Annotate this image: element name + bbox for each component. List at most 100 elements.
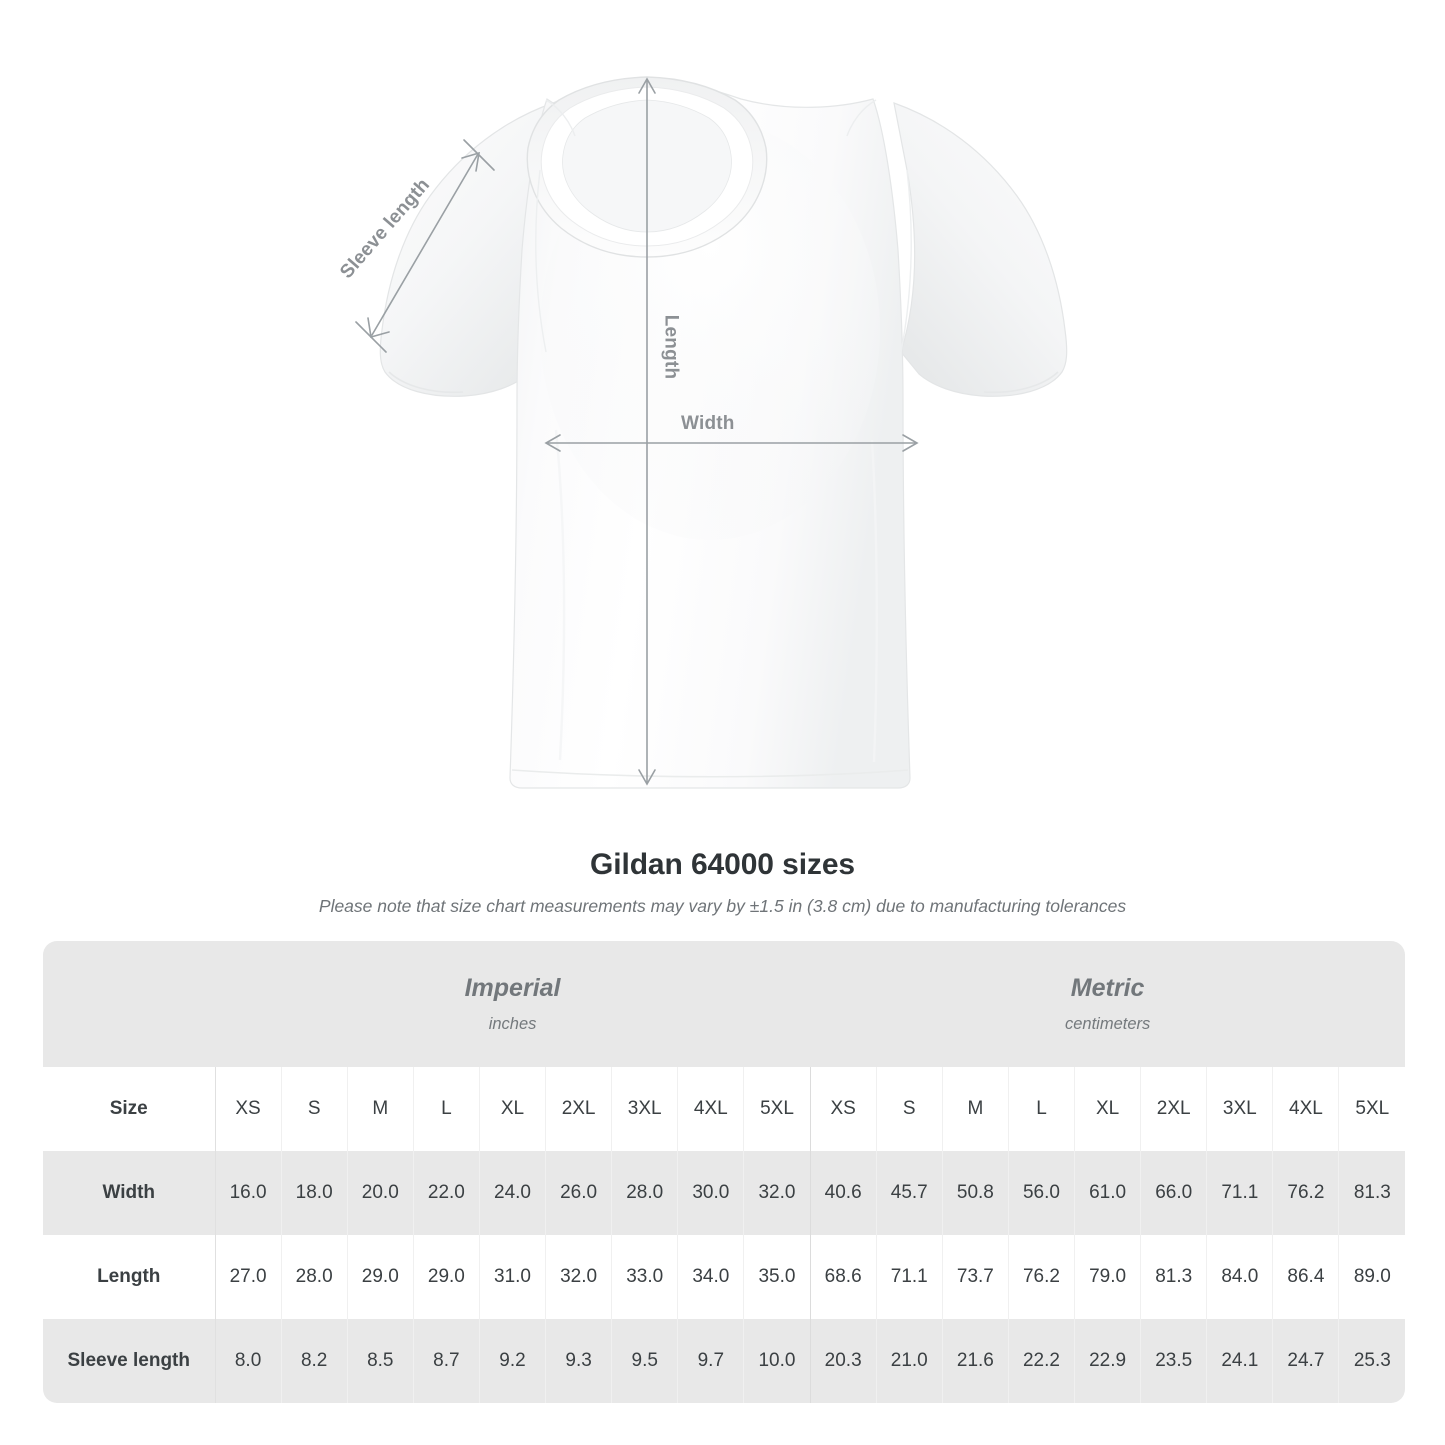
right-sleeve-hem: [983, 371, 1059, 394]
sleeve-length-metric-s: 21.0: [875, 1319, 943, 1403]
sleeve-length-metric-5xl: 25.3: [1338, 1319, 1406, 1403]
width-imperial-l: 22.0: [412, 1151, 480, 1235]
unit-system-header-metric: Metric centimeters: [810, 941, 1406, 1067]
chart-heading: Gildan 64000 sizes Please note that size…: [0, 848, 1445, 917]
sleeve-length-metric-4xl: 24.7: [1272, 1319, 1339, 1403]
size-cell-imperial-s: S: [280, 1067, 348, 1151]
size-cell-imperial-5xl: 5XL: [743, 1067, 811, 1151]
fabric-fold: [870, 439, 878, 763]
length-imperial-2xl: 32.0: [545, 1235, 612, 1319]
length-metric-m: 73.7: [941, 1235, 1009, 1319]
length-metric-xl: 79.0: [1074, 1235, 1141, 1319]
size-cell-metric-3xl: 3XL: [1206, 1067, 1273, 1151]
length-imperial-xs: 27.0: [214, 1235, 282, 1319]
left-sleeve-hem: [388, 371, 464, 394]
width-imperial-3xl: 28.0: [611, 1151, 678, 1235]
right-shoulder-seam: [846, 99, 877, 137]
row-header-sleeve-length: Sleeve length: [43, 1319, 215, 1403]
length-metric-4xl: 86.4: [1272, 1235, 1339, 1319]
unit-system-name: Imperial: [464, 974, 561, 1003]
width-metric-2xl: 66.0: [1140, 1151, 1207, 1235]
sleeve-length-metric-m: 21.6: [941, 1319, 1009, 1403]
sleeve-length-imperial-xl: 9.2: [478, 1319, 546, 1403]
size-cell-metric-m: M: [941, 1067, 1009, 1151]
sleeve-length-metric-3xl: 24.1: [1206, 1319, 1273, 1403]
tolerance-note: Please note that size chart measurements…: [318, 896, 1127, 916]
length-imperial-s: 28.0: [280, 1235, 348, 1319]
row-header-size: Size: [43, 1067, 215, 1151]
unit-header-spacer: [43, 941, 215, 1067]
size-cell-metric-4xl: 4XL: [1272, 1067, 1339, 1151]
width-metric-l: 56.0: [1007, 1151, 1075, 1235]
sleeve-length-metric-l: 22.2: [1007, 1319, 1075, 1403]
width-metric-s: 45.7: [875, 1151, 943, 1235]
sleeve-endcap-bottom: [355, 321, 387, 353]
row-header-width: Width: [43, 1151, 215, 1235]
width-metric-3xl: 71.1: [1206, 1151, 1273, 1235]
width-imperial-5xl: 32.0: [743, 1151, 811, 1235]
sleeve-length-imperial-3xl: 9.5: [611, 1319, 678, 1403]
size-cell-imperial-l: L: [412, 1067, 480, 1151]
length-imperial-l: 29.0: [412, 1235, 480, 1319]
width-metric-xs: 40.6: [809, 1151, 877, 1235]
sleeve-length-imperial-xs: 8.0: [214, 1319, 282, 1403]
size-cell-metric-2xl: 2XL: [1140, 1067, 1207, 1151]
length-imperial-3xl: 33.0: [611, 1235, 678, 1319]
width-metric-m: 50.8: [941, 1151, 1009, 1235]
length-arrow-head-bottom: [638, 769, 656, 786]
size-cell-metric-5xl: 5XL: [1338, 1067, 1406, 1151]
width-metric-5xl: 81.3: [1338, 1151, 1406, 1235]
sleeve-length-metric-xl: 22.9: [1074, 1319, 1141, 1403]
table-row-length: Length 27.0 28.0 29.0 29.0 31.0 32.0 33.0 34.0 35…: [43, 1235, 1406, 1319]
length-metric-l: 76.2: [1007, 1235, 1075, 1319]
width-imperial-s: 18.0: [280, 1151, 348, 1235]
width-arrow-head-right: [902, 434, 919, 452]
sleeve-length-imperial-s: 8.2: [280, 1319, 348, 1403]
sleeve-length-imperial-l: 8.7: [412, 1319, 480, 1403]
size-cell-imperial-2xl: 2XL: [545, 1067, 612, 1151]
length-arrow-head-top: [638, 77, 656, 94]
left-shoulder-seam: [545, 99, 576, 137]
sleeve-length-imperial-2xl: 9.3: [545, 1319, 612, 1403]
size-chart-table-container: Imperial inches Metric centimeters Size XS S M L…: [43, 941, 1406, 1403]
size-cell-metric-s: S: [875, 1067, 943, 1151]
size-cell-imperial-3xl: 3XL: [611, 1067, 678, 1151]
unit-system-unit: inches: [488, 1014, 537, 1033]
right-sleeve: [893, 102, 1068, 397]
length-metric-s: 71.1: [875, 1235, 943, 1319]
width-arrow-head-left: [544, 434, 561, 452]
unit-system-header-imperial: Imperial inches: [215, 941, 811, 1067]
size-cell-metric-xl: XL: [1074, 1067, 1141, 1151]
sleeve-arrow-line: [371, 153, 479, 336]
right-armhole-seam: [900, 169, 912, 353]
width-imperial-4xl: 30.0: [677, 1151, 744, 1235]
width-imperial-xs: 16.0: [214, 1151, 282, 1235]
width-metric-4xl: 76.2: [1272, 1151, 1339, 1235]
bottom-hem: [511, 769, 909, 778]
size-cell-metric-xs: XS: [809, 1067, 877, 1151]
table-row-width: Width 16.0 18.0 20.0 22.0 24.0 26.0 28.0 30.0 32.…: [43, 1151, 1406, 1235]
sleeve-length-imperial-m: 8.5: [346, 1319, 414, 1403]
size-cell-metric-l: L: [1007, 1067, 1075, 1151]
length-imperial-4xl: 34.0: [677, 1235, 744, 1319]
length-metric-2xl: 81.3: [1140, 1235, 1207, 1319]
size-chart-table: Imperial inches Metric centimeters Size XS S M L…: [43, 941, 1406, 1403]
length-imperial-m: 29.0: [346, 1235, 414, 1319]
left-armhole-seam: [535, 169, 547, 353]
width-imperial-2xl: 26.0: [545, 1151, 612, 1235]
page-title: Gildan 64000 sizes: [589, 848, 856, 881]
unit-system-header-row: Imperial inches Metric centimeters: [43, 941, 1406, 1067]
size-cell-imperial-m: M: [346, 1067, 414, 1151]
sleeve-length-imperial-4xl: 9.7: [677, 1319, 744, 1403]
unit-system-name: Metric: [1070, 974, 1145, 1003]
sleeve-arrow-head-top: [461, 151, 480, 172]
width-metric-xl: 61.0: [1074, 1151, 1141, 1235]
width-imperial-xl: 24.0: [478, 1151, 546, 1235]
width-annotation-label: Width: [681, 413, 735, 434]
sleeve-arrow-head-bottom: [367, 317, 390, 339]
sleeve-length-metric-2xl: 23.5: [1140, 1319, 1207, 1403]
unit-system-unit: centimeters: [1064, 1014, 1151, 1033]
table-row-sleeve-length: Sleeve length 8.0 8.2 8.5 8.7 9.2 9.3 9.5 9.7 10.…: [43, 1319, 1406, 1403]
size-cell-imperial-4xl: 4XL: [677, 1067, 744, 1151]
